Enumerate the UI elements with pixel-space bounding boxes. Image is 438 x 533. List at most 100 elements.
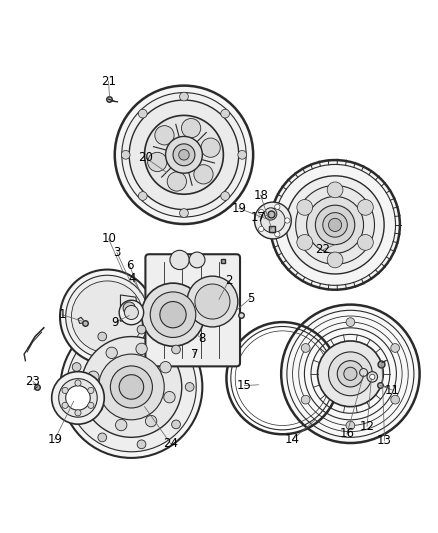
Circle shape <box>124 305 138 319</box>
Circle shape <box>180 209 188 217</box>
Circle shape <box>315 205 355 245</box>
Text: 22: 22 <box>315 244 330 256</box>
Text: 14: 14 <box>285 433 300 446</box>
Text: 17: 17 <box>251 211 266 223</box>
Circle shape <box>137 325 146 334</box>
Circle shape <box>301 344 310 352</box>
Circle shape <box>106 347 117 359</box>
Circle shape <box>258 227 264 232</box>
Circle shape <box>99 354 164 420</box>
Text: 5: 5 <box>247 292 254 304</box>
Circle shape <box>337 361 364 387</box>
Circle shape <box>122 93 246 217</box>
Circle shape <box>138 109 147 118</box>
Circle shape <box>81 336 182 437</box>
Circle shape <box>98 433 107 442</box>
Text: 12: 12 <box>360 420 374 433</box>
Circle shape <box>98 332 106 341</box>
Text: 3: 3 <box>113 246 120 259</box>
Text: 6: 6 <box>126 259 134 272</box>
Polygon shape <box>120 295 138 321</box>
Circle shape <box>71 281 143 353</box>
Circle shape <box>367 372 378 382</box>
Circle shape <box>189 252 205 268</box>
Circle shape <box>145 115 223 194</box>
Circle shape <box>346 421 355 430</box>
Circle shape <box>145 415 157 427</box>
Circle shape <box>129 100 239 209</box>
Text: 10: 10 <box>101 232 116 245</box>
Circle shape <box>327 182 343 198</box>
Circle shape <box>123 302 135 314</box>
Circle shape <box>150 292 196 337</box>
Circle shape <box>275 232 280 237</box>
Circle shape <box>72 402 81 411</box>
Circle shape <box>67 322 196 452</box>
Circle shape <box>62 387 68 393</box>
Circle shape <box>238 150 247 159</box>
Circle shape <box>323 213 347 237</box>
Circle shape <box>360 368 367 376</box>
Circle shape <box>185 383 194 391</box>
Circle shape <box>344 367 357 381</box>
Text: 7: 7 <box>191 348 199 361</box>
Circle shape <box>318 341 383 407</box>
Circle shape <box>328 219 342 231</box>
Circle shape <box>170 251 189 270</box>
Circle shape <box>115 86 253 224</box>
Circle shape <box>327 252 343 268</box>
Circle shape <box>116 419 127 431</box>
Circle shape <box>357 235 373 251</box>
Circle shape <box>164 391 175 403</box>
Circle shape <box>391 395 399 404</box>
Circle shape <box>285 218 290 223</box>
Text: 19: 19 <box>47 433 62 446</box>
Text: 4: 4 <box>128 272 136 285</box>
Circle shape <box>167 172 187 191</box>
Text: 2: 2 <box>225 274 233 287</box>
Circle shape <box>119 300 144 325</box>
Circle shape <box>166 136 202 173</box>
Circle shape <box>265 208 277 220</box>
Circle shape <box>187 276 238 327</box>
Circle shape <box>59 378 97 417</box>
Circle shape <box>160 361 171 373</box>
Circle shape <box>148 152 167 172</box>
Circle shape <box>221 109 230 118</box>
Circle shape <box>172 420 180 429</box>
Circle shape <box>270 160 400 290</box>
Circle shape <box>141 283 205 346</box>
Circle shape <box>286 176 384 274</box>
Circle shape <box>110 366 152 408</box>
Circle shape <box>66 275 149 359</box>
Circle shape <box>92 401 103 413</box>
Circle shape <box>136 343 147 354</box>
Circle shape <box>160 302 186 328</box>
Text: 20: 20 <box>138 151 153 164</box>
Circle shape <box>296 185 374 264</box>
Circle shape <box>297 199 313 215</box>
Circle shape <box>301 395 310 404</box>
Text: 9: 9 <box>111 316 119 329</box>
Text: 16: 16 <box>339 427 354 440</box>
Circle shape <box>66 386 90 410</box>
Circle shape <box>201 138 220 157</box>
Circle shape <box>328 352 372 395</box>
Circle shape <box>88 371 99 383</box>
Circle shape <box>62 402 68 408</box>
Circle shape <box>297 235 313 251</box>
Circle shape <box>370 374 375 379</box>
Circle shape <box>72 362 81 372</box>
Text: 1: 1 <box>58 308 66 321</box>
Circle shape <box>180 92 188 101</box>
Circle shape <box>281 304 420 443</box>
Text: 21: 21 <box>101 75 116 88</box>
Text: 15: 15 <box>237 379 252 392</box>
Circle shape <box>254 202 291 239</box>
Circle shape <box>346 318 355 327</box>
Circle shape <box>391 344 399 352</box>
Circle shape <box>258 209 264 215</box>
Circle shape <box>221 192 230 200</box>
Circle shape <box>137 440 146 449</box>
Circle shape <box>75 380 81 386</box>
